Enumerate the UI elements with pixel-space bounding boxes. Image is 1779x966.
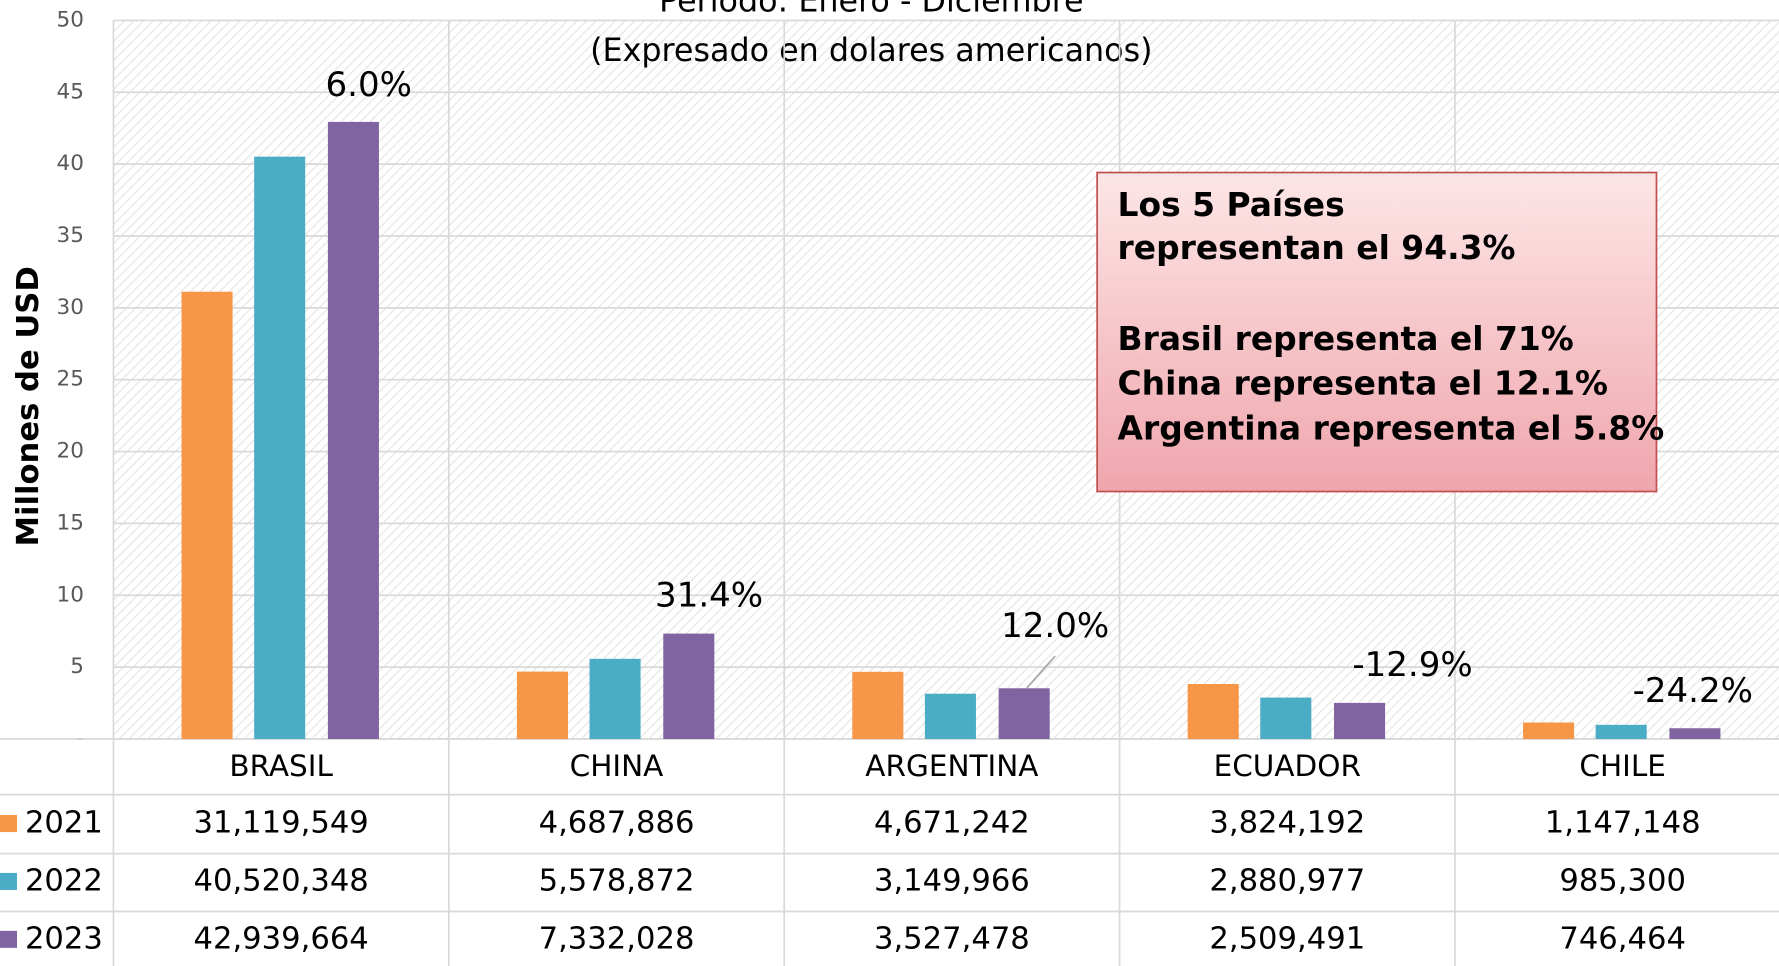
- note-box: [1096, 171, 1658, 493]
- note-line: representan el 94.3%: [1118, 228, 1516, 267]
- note-line: China representa el 12.1%: [1118, 363, 1608, 402]
- bar: [181, 291, 233, 739]
- legend-swatch: [0, 930, 18, 948]
- table-cell: 31,119,549: [193, 806, 368, 841]
- table-cell: 40,520,348: [193, 863, 368, 898]
- bar: [1523, 722, 1575, 739]
- growth-label: 6.0%: [326, 65, 412, 105]
- x-tick-label: BRASIL: [229, 749, 333, 783]
- y-tick-label: 40: [57, 151, 84, 176]
- growth-label: 12.0%: [1001, 606, 1109, 646]
- table-cell: 1,147,148: [1545, 806, 1701, 841]
- table-cell: 2,880,977: [1209, 863, 1365, 898]
- note-line: Argentina representa el 5.8%: [1118, 409, 1665, 448]
- bar: [254, 156, 306, 739]
- chart-subtitle: (Expresado en dolares americanos): [590, 33, 1152, 69]
- table-cell: 3,824,192: [1209, 806, 1365, 841]
- legend-label: 2022: [25, 863, 103, 898]
- y-tick-label: 15: [57, 510, 84, 535]
- note-line: Los 5 Países: [1118, 185, 1345, 224]
- note-line: Brasil representa el 71%: [1118, 319, 1574, 358]
- legend-swatch: [0, 872, 18, 890]
- legend-label: 2021: [25, 806, 103, 841]
- growth-label: -12.9%: [1352, 645, 1472, 685]
- y-tick-label: 5: [70, 654, 84, 679]
- bar: [1595, 724, 1647, 739]
- bar: [1669, 728, 1721, 739]
- table-cell: 3,149,966: [874, 863, 1030, 898]
- y-tick-label: 10: [57, 582, 84, 607]
- bar: [1187, 684, 1239, 739]
- x-tick-label: ECUADOR: [1214, 749, 1361, 783]
- table-cell: 985,300: [1559, 863, 1686, 898]
- bar: [998, 688, 1050, 739]
- table-cell: 2,509,491: [1209, 921, 1365, 956]
- legend-label: 2023: [25, 921, 103, 956]
- y-tick-label: 20: [57, 439, 84, 464]
- growth-label: 31.4%: [655, 576, 763, 616]
- bar: [516, 671, 568, 739]
- x-tick-label: CHINA: [570, 749, 664, 783]
- y-tick-label: 30: [57, 295, 84, 320]
- chart-title: Periodo: Enero - Diciembre: [659, 0, 1084, 19]
- y-tick-label: 25: [57, 367, 84, 392]
- growth-label: -24.2%: [1633, 671, 1753, 711]
- bar: [589, 658, 641, 739]
- y-tick-label: 35: [57, 223, 84, 248]
- table-cell: 4,671,242: [874, 806, 1030, 841]
- legend-swatch: [0, 815, 18, 833]
- bar: [1334, 702, 1386, 739]
- y-axis-label: Millones de USD: [11, 266, 46, 546]
- table-cell: 42,939,664: [193, 921, 368, 956]
- x-tick-label: ARGENTINA: [865, 749, 1038, 783]
- table-cell: 3,527,478: [874, 921, 1030, 956]
- bar: [327, 121, 379, 739]
- x-tick-label: CHILE: [1579, 749, 1666, 783]
- y-tick-label: 50: [57, 7, 84, 32]
- table-cell: 4,687,886: [539, 806, 695, 841]
- bar: [663, 633, 715, 739]
- bar: [924, 693, 976, 739]
- bar: [1260, 697, 1312, 739]
- table-cell: 7,332,028: [539, 921, 695, 956]
- table-cell: 746,464: [1559, 921, 1686, 956]
- table-cell: 5,578,872: [539, 863, 695, 898]
- leader-line: [1026, 655, 1056, 689]
- bar: [852, 671, 904, 739]
- y-tick-label: 45: [57, 79, 84, 104]
